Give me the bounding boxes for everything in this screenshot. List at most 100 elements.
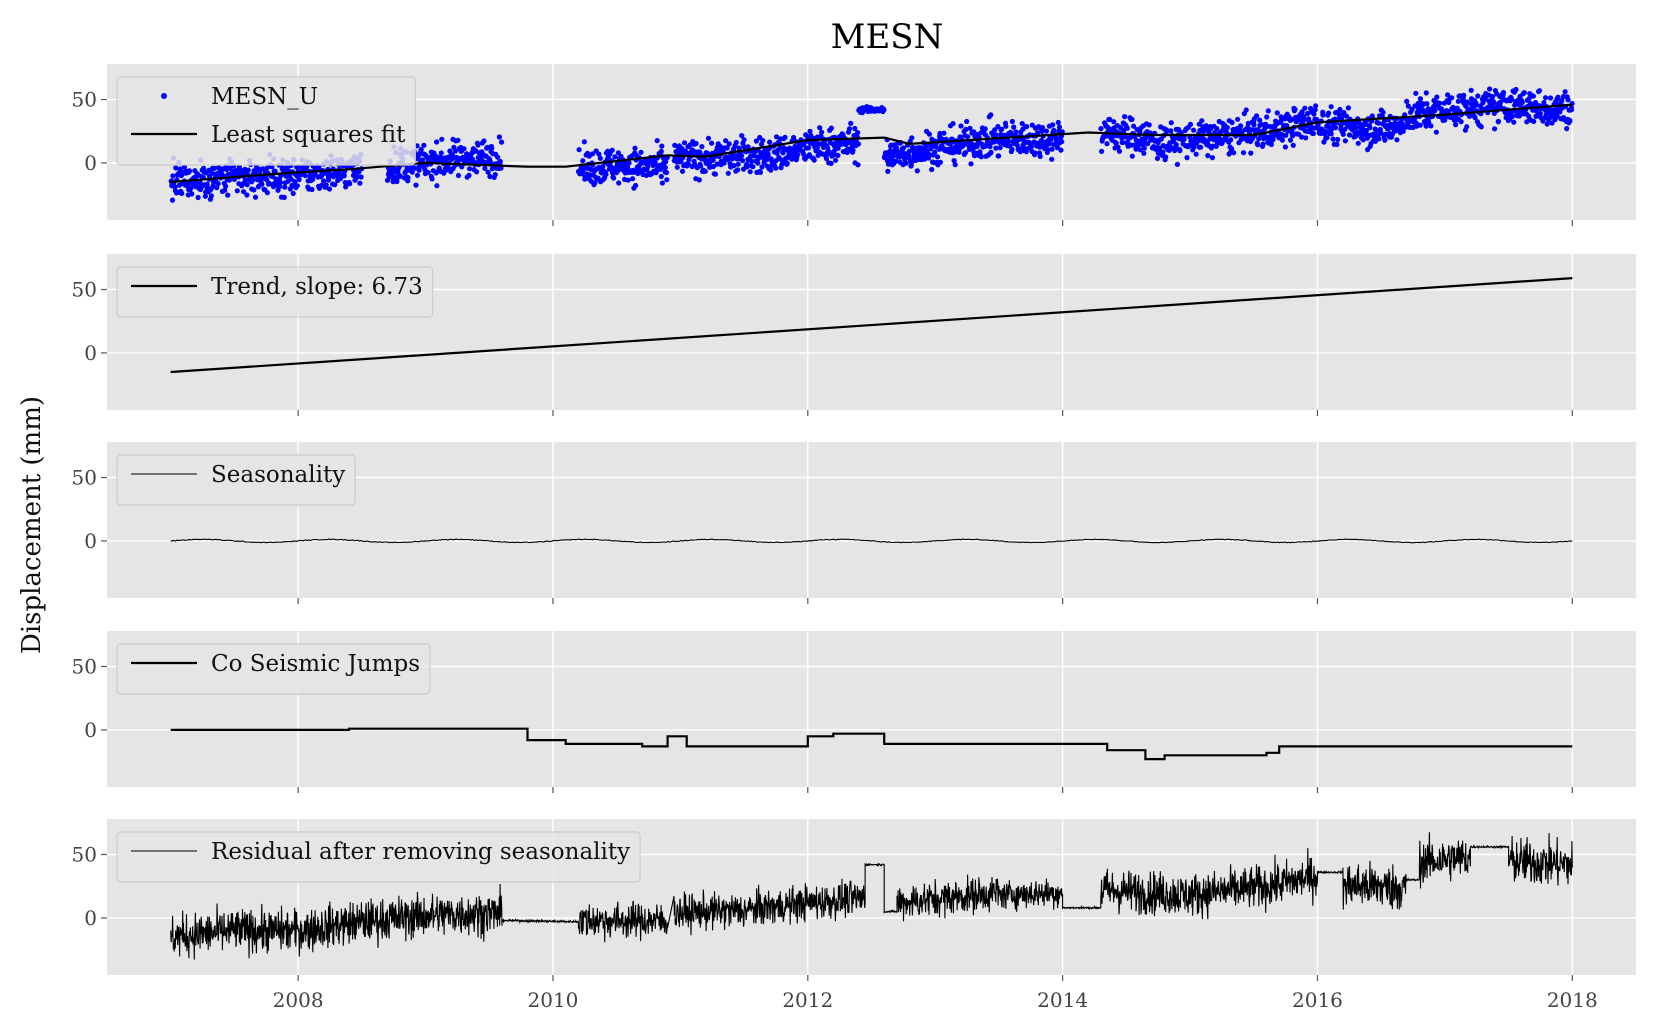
data-point: [1203, 123, 1209, 129]
data-point: [1423, 90, 1429, 96]
data-point: [723, 138, 729, 144]
y-tick: 50: [72, 655, 107, 679]
x-tick-label: 2018: [1547, 988, 1598, 1012]
data-point: [1238, 123, 1244, 129]
data-point: [1111, 119, 1117, 125]
data-point: [1437, 100, 1443, 106]
data-point: [776, 145, 783, 151]
data-point: [693, 140, 699, 147]
data-point: [226, 177, 232, 183]
data-point: [768, 167, 774, 173]
data-point: [1199, 118, 1205, 124]
data-point: [800, 151, 807, 157]
data-point: [1146, 122, 1152, 128]
data-point: [409, 169, 415, 175]
data-point: [303, 164, 310, 170]
series-seasonality-line: [170, 538, 1573, 544]
data-point: [1381, 118, 1388, 124]
data-point: [1376, 120, 1382, 126]
data-point: [1141, 145, 1147, 151]
data-point: [241, 189, 247, 195]
data-point: [937, 130, 943, 137]
data-point: [357, 180, 363, 186]
data-point: [250, 177, 256, 183]
data-point: [1260, 141, 1266, 147]
data-point: [1049, 156, 1055, 162]
data-point: [958, 123, 964, 129]
data-point: [495, 154, 501, 160]
data-point: [855, 130, 861, 136]
data-point: [934, 154, 941, 160]
data-point: [709, 140, 715, 146]
data-point: [1039, 125, 1046, 131]
data-point: [1303, 135, 1309, 141]
data-point: [1116, 148, 1123, 154]
data-point: [807, 128, 813, 134]
y-tick: 50: [72, 843, 107, 867]
data-point: [1187, 121, 1194, 127]
data-point: [1212, 129, 1218, 136]
data-point: [963, 126, 969, 132]
data-point: [1181, 136, 1187, 142]
x-tick-label: 2016: [1292, 988, 1343, 1012]
data-point: [757, 169, 764, 175]
data-point: [652, 162, 659, 168]
data-point: [969, 141, 975, 147]
data-point: [1168, 128, 1174, 134]
data-point: [179, 190, 185, 196]
data-point: [710, 157, 716, 163]
data-point: [952, 162, 958, 168]
data-point: [337, 171, 343, 178]
data-point: [1492, 126, 1498, 132]
data-point: [1409, 106, 1415, 112]
data-point: [1028, 143, 1035, 150]
legend-observed: MESN_U Least squares fit: [116, 76, 416, 166]
legend-label-seasonality: Seasonality: [211, 462, 345, 488]
data-point: [971, 129, 977, 135]
y-tick: 50: [72, 88, 107, 112]
data-point: [974, 144, 980, 150]
data-point: [1433, 129, 1439, 135]
data-point: [903, 160, 909, 166]
series-mesn-u-points: [168, 86, 1575, 203]
data-point: [705, 135, 712, 141]
data-point: [1426, 119, 1432, 125]
data-point: [735, 167, 741, 173]
data-point: [909, 135, 915, 141]
data-point: [663, 169, 670, 176]
data-point: [211, 165, 217, 171]
data-point: [850, 147, 856, 153]
legend-seasonality: Seasonality: [116, 454, 356, 506]
data-point: [1191, 127, 1197, 133]
data-point: [1420, 107, 1427, 113]
data-point: [1045, 147, 1051, 153]
panel-residual: 0 50 2008 2010 2012 2014 2016 2018 Residual aft…: [72, 819, 1636, 1012]
data-point: [1340, 131, 1346, 137]
data-point: [438, 150, 444, 156]
data-layer: [168, 86, 1575, 203]
data-point: [487, 173, 493, 180]
data-point: [968, 161, 974, 167]
data-point: [1376, 136, 1382, 142]
data-point: [998, 126, 1005, 132]
data-point: [764, 156, 770, 162]
data-point: [1322, 128, 1329, 134]
data-point: [1053, 136, 1059, 142]
data-point: [995, 123, 1001, 130]
data-point: [1423, 123, 1429, 129]
data-point: [251, 187, 257, 193]
legend-label-mesn-u: MESN_U: [211, 84, 318, 110]
data-point: [630, 176, 636, 182]
data-point: [1328, 104, 1334, 110]
data-point: [1168, 120, 1174, 126]
data-point: [186, 168, 193, 174]
x-tick: 2014: [1037, 975, 1088, 1012]
data-point: [1279, 131, 1285, 137]
data-point: [929, 166, 935, 173]
data-point: [1561, 115, 1567, 121]
data-point: [1115, 144, 1121, 150]
panel-jumps: 0 50 Co Seismic Jumps: [72, 631, 1636, 793]
data-point: [1113, 140, 1119, 146]
data-point: [326, 186, 333, 192]
data-point: [645, 163, 651, 169]
